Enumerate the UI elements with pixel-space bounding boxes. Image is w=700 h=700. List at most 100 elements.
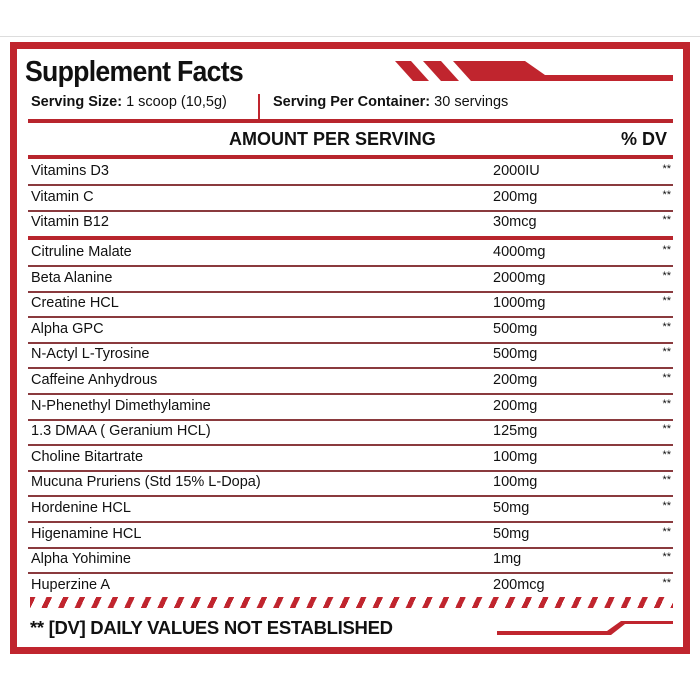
ingredient-amount: 200mg (493, 397, 538, 414)
ingredient-name: Citruline Malate (31, 244, 132, 260)
daily-value: ** (662, 346, 671, 359)
servings-per-container-label: Serving Per Container: (273, 94, 431, 110)
ingredient-amount: 200mcg (493, 576, 545, 593)
row-divider (28, 418, 673, 421)
daily-value: ** (662, 269, 671, 282)
daily-value: ** (662, 423, 671, 436)
servings-per-container-value: 30 servings (434, 94, 509, 110)
ingredient-name: Caffeine Anhydrous (31, 372, 158, 388)
daily-value-header: % DV (621, 129, 668, 149)
ingredient-amount: 100mg (493, 474, 538, 491)
serving-size-value: 1 scoop (10,5g) (126, 94, 227, 110)
table-row: 1.3 DMAA ( Geranium HCL) 125mg ** (31, 423, 671, 443)
daily-value: ** (662, 188, 671, 201)
ingredient-amount: 200mg (493, 188, 538, 205)
row-divider (28, 572, 673, 575)
serving-divider (258, 94, 260, 121)
decorative-stripes-bottom (497, 621, 673, 635)
table-row: Vitamin C 200mg ** (31, 189, 671, 209)
serving-size: Serving Size: 1 scoop (10,5g) (31, 94, 227, 110)
table-row: Caffeine Anhydrous 200mg ** (31, 372, 671, 392)
row-divider (28, 469, 673, 472)
row-divider (28, 184, 673, 186)
ingredient-amount: 200mg (493, 372, 538, 388)
decorative-stripes-top (395, 61, 673, 81)
amount-per-serving-header: AMOUNT PER SERVING (229, 129, 436, 149)
ingredient-amount: 2000mg (493, 269, 546, 286)
ingredient-name: 1.3 DMAA ( Geranium HCL) (31, 423, 211, 440)
ingredient-name: N-Phenethyl Dimethylamine (31, 397, 211, 414)
daily-value: ** (662, 500, 671, 512)
ingredient-amount: 125mg (493, 423, 538, 440)
divider (28, 155, 673, 159)
footnote: ** [DV] DAILY VALUES NOT ESTABLISHED (30, 617, 393, 638)
table-row: N-Phenethyl Dimethylamine 200mg ** (31, 398, 671, 418)
ingredient-amount: 30mcg (493, 214, 537, 231)
table-row: Citruline Malate 4000mg ** (31, 244, 671, 264)
table-row: Alpha GPC 500mg ** (31, 321, 671, 341)
serving-size-label: Serving Size: (31, 94, 123, 110)
daily-value: ** (662, 372, 671, 384)
row-divider (28, 393, 673, 395)
ingredient-amount: 500mg (493, 320, 538, 337)
ingredient-name: N-Actyl L-Tyrosine (31, 346, 150, 363)
ingredient-name: Beta Alanine (31, 269, 113, 286)
row-divider (28, 265, 673, 267)
table-row: Huperzine A 200mcg ** (31, 577, 671, 597)
row-divider (28, 341, 673, 344)
ingredient-name: Alpha Yohimine (31, 551, 131, 568)
ingredient-amount: 100mg (493, 448, 538, 465)
daily-value: ** (662, 214, 671, 227)
servings-per-container: Serving Per Container: 30 servings (273, 94, 508, 110)
ingredient-amount: 1000mg (493, 295, 546, 312)
daily-value: ** (662, 474, 671, 487)
daily-value: ** (662, 397, 671, 410)
daily-value: ** (662, 448, 671, 461)
daily-value: ** (662, 320, 671, 333)
daily-value: ** (662, 551, 671, 564)
row-divider (28, 209, 673, 212)
ingredient-name: Huperzine A (31, 576, 110, 593)
page-top-divider (0, 36, 700, 37)
panel-title: Supplement Facts (25, 56, 244, 88)
daily-value: ** (662, 163, 671, 175)
row-divider (28, 495, 673, 498)
ingredient-name: Vitamins D3 (31, 163, 109, 179)
table-row: Vitamins D3 2000IU ** (31, 163, 671, 183)
table-row: Creatine HCL 1000mg ** (31, 295, 671, 315)
ingredient-name: Hordenine HCL (31, 500, 131, 516)
row-divider (28, 444, 673, 447)
divider (28, 119, 673, 123)
section-divider (28, 236, 673, 240)
ingredient-name: Higenamine HCL (31, 525, 142, 542)
ingredient-amount: 2000IU (493, 163, 540, 179)
daily-value: ** (662, 576, 671, 589)
ingredient-name: Creatine HCL (31, 295, 119, 312)
row-divider (28, 290, 673, 293)
daily-value: ** (662, 525, 671, 538)
table-row: Higenamine HCL 50mg ** (31, 526, 671, 546)
table-row: Mucuna Pruriens (Std 15% L-Dopa) 100mg ** (31, 474, 671, 494)
decorative-stripe-band (30, 597, 673, 608)
ingredient-name: Vitamin C (31, 188, 94, 205)
supplement-facts-panel (10, 42, 690, 654)
row-divider (28, 316, 673, 319)
daily-value: ** (662, 244, 671, 256)
row-divider (28, 521, 673, 523)
ingredient-name: Mucuna Pruriens (Std 15% L-Dopa) (31, 474, 261, 491)
ingredient-amount: 4000mg (493, 244, 546, 260)
ingredient-name: Alpha GPC (31, 320, 104, 337)
ingredient-name: Vitamin B12 (31, 214, 109, 231)
table-row: Hordenine HCL 50mg ** (31, 500, 671, 520)
daily-value: ** (662, 295, 671, 308)
table-row: Beta Alanine 2000mg ** (31, 270, 671, 290)
table-row: Choline Bitartrate 100mg ** (31, 449, 671, 469)
table-row: N-Actyl L-Tyrosine 500mg ** (31, 346, 671, 366)
ingredient-amount: 50mg (493, 525, 530, 542)
table-row: Alpha Yohimine 1mg ** (31, 551, 671, 571)
ingredient-amount: 50mg (493, 500, 530, 516)
table-row: Vitamin B12 30mcg ** (31, 214, 671, 234)
ingredient-name: Choline Bitartrate (31, 448, 144, 465)
ingredient-amount: 1mg (493, 551, 522, 568)
ingredient-amount: 500mg (493, 346, 538, 363)
